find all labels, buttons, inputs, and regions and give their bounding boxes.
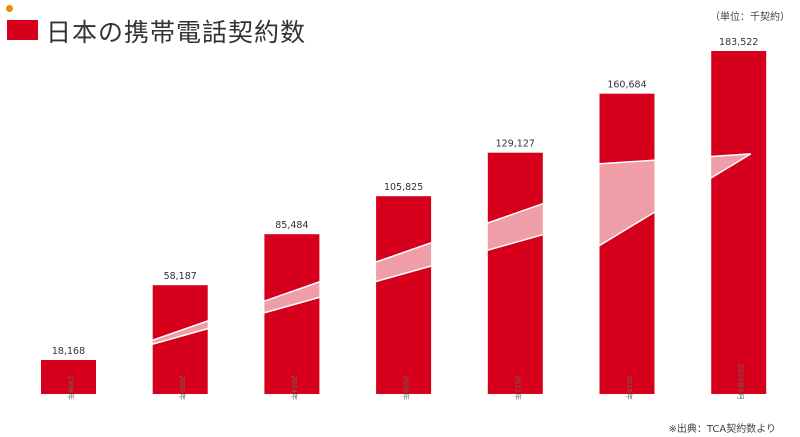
bar-series bbox=[41, 51, 767, 394]
bar-3 bbox=[376, 196, 432, 394]
value-label-3: 105,825 bbox=[384, 182, 423, 193]
value-label-6: 183,522 bbox=[719, 37, 758, 48]
title-accent-bar bbox=[7, 20, 38, 40]
value-label-1: 58,187 bbox=[164, 271, 197, 282]
bar-2 bbox=[264, 234, 320, 394]
tick-label-6: 2020年6月 bbox=[737, 364, 746, 400]
tick-label-4: 2012年 bbox=[513, 375, 522, 400]
tick-label-3: 2008年 bbox=[402, 375, 411, 400]
chart-title: 日本の携帯電話契約数 bbox=[46, 18, 307, 47]
bar-6 bbox=[711, 51, 767, 394]
data-labels: 18,168 58,187 85,484 105,825 129,127 160,684 1… bbox=[52, 37, 758, 357]
tick-label-1: 2000年 bbox=[178, 375, 187, 400]
growth-arrow bbox=[95, 153, 752, 361]
value-label-4: 129,127 bbox=[496, 139, 535, 150]
bar-0 bbox=[41, 360, 96, 394]
logo-icon bbox=[6, 5, 13, 12]
value-label-2: 85,484 bbox=[275, 220, 308, 231]
x-axis-ticks: 1996年 2000年 2004年 2008年 2012年 2016年 2020年6月 bbox=[67, 364, 746, 400]
tick-label-2: 2004年 bbox=[290, 375, 299, 400]
unit-label: （単位：千契約） bbox=[710, 12, 790, 23]
tick-label-0: 1996年 bbox=[67, 375, 76, 400]
growth-arrow-shape bbox=[95, 153, 752, 361]
source-note: ※出典：TCA契約数より bbox=[668, 424, 776, 435]
bar-5 bbox=[599, 93, 655, 394]
value-label-0: 18,168 bbox=[52, 346, 85, 357]
value-label-5: 160,684 bbox=[607, 80, 646, 91]
tick-label-5: 2016年 bbox=[625, 375, 634, 400]
bar-4 bbox=[487, 152, 543, 394]
